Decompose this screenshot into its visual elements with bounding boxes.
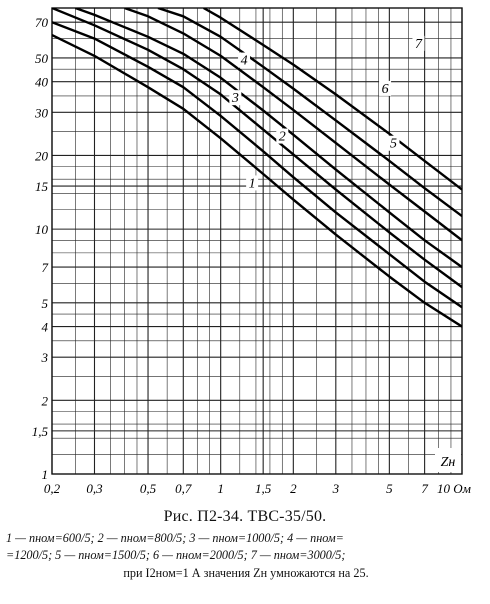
footnote: при I2ном=1 А значения Zн умножаются на … bbox=[123, 566, 369, 580]
series-label-2: 2 bbox=[279, 130, 286, 145]
series-label-1: 1 bbox=[249, 176, 256, 191]
series-label-bg bbox=[276, 128, 289, 144]
grid bbox=[51, 7, 463, 475]
series-label-5: 5 bbox=[390, 137, 397, 152]
x-tick-label: 1,5 bbox=[255, 481, 272, 496]
series-line-7 bbox=[203, 8, 462, 191]
legend-line-1: 1 — nном=600/5; 2 — nном=800/5; 3 — nном… bbox=[6, 531, 344, 545]
y-tick-label: 70 bbox=[35, 15, 49, 30]
x-tick-label: 0,5 bbox=[140, 481, 157, 496]
figure-caption: Рис. П2-34. ТВС-35/50. bbox=[163, 508, 327, 525]
chart: 1 2 3 4 5 6 7 0,2 0,3 0,5 0,7 1 1,5 2 3 5 7 10 Ом 1 1,5 2 3 4… bbox=[32, 7, 471, 496]
y-tick-label: 4 bbox=[42, 320, 49, 335]
x-tick-label: 0,2 bbox=[44, 481, 61, 496]
label-layer: 1 2 3 4 5 6 7 bbox=[229, 35, 425, 191]
y-tick-label: 7 bbox=[42, 260, 49, 275]
plot-frame bbox=[51, 7, 463, 475]
y-tick-label: 40 bbox=[35, 75, 49, 90]
y-tick-label: 15 bbox=[35, 179, 49, 194]
series-label-bg bbox=[238, 52, 251, 68]
series-line-4 bbox=[74, 8, 462, 269]
x-tick-label: 1 bbox=[217, 481, 224, 496]
series-line-3 bbox=[52, 8, 462, 289]
x-tick-label: 0,7 bbox=[175, 481, 192, 496]
x-tick-label: 5 bbox=[386, 481, 393, 496]
series-label-bg bbox=[379, 80, 392, 96]
series-line-5 bbox=[124, 8, 462, 242]
series-line-1 bbox=[52, 34, 462, 328]
y-tick-label: 50 bbox=[35, 51, 49, 66]
series-label-bg bbox=[412, 35, 425, 51]
series-label-bg bbox=[387, 135, 400, 151]
series-layer bbox=[52, 8, 462, 328]
y-tick-label: 5 bbox=[42, 296, 49, 311]
axis-label-bg bbox=[435, 448, 461, 472]
series-line-6 bbox=[157, 8, 462, 218]
series-label-3: 3 bbox=[231, 91, 239, 106]
y-tick-label: 30 bbox=[34, 105, 49, 120]
x-tick-label: 10 Ом bbox=[437, 481, 471, 496]
series-label-7: 7 bbox=[415, 37, 423, 52]
y-tick-label: 10 bbox=[35, 222, 49, 237]
y-tick-label: 20 bbox=[35, 148, 49, 163]
x-tick-label: 0,3 bbox=[86, 481, 103, 496]
series-label-4: 4 bbox=[241, 54, 248, 69]
axis-label: Zн bbox=[441, 455, 456, 470]
series-label-bg bbox=[246, 175, 259, 191]
tick-layer: 0,2 0,3 0,5 0,7 1 1,5 2 3 5 7 10 Ом11,523457101520… bbox=[32, 15, 471, 496]
y-tick-label: 2 bbox=[42, 393, 49, 408]
series-label-6: 6 bbox=[382, 82, 389, 97]
x-tick-label: 2 bbox=[290, 481, 297, 496]
x-tick-label: 7 bbox=[421, 481, 428, 496]
y-tick-label: 1 bbox=[42, 467, 49, 482]
y-tick-label: 3 bbox=[41, 350, 49, 365]
x-tick-label: 3 bbox=[332, 481, 340, 496]
series-line-2 bbox=[52, 21, 462, 309]
legend-line-2: =1200/5; 5 — nном=1500/5; 6 — nном=2000/… bbox=[6, 548, 346, 562]
series-label-bg bbox=[229, 90, 242, 106]
y-tick-label: 1,5 bbox=[32, 424, 49, 439]
